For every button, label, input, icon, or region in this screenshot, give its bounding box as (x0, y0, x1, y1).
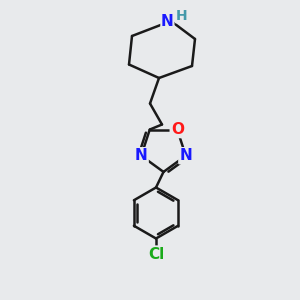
Text: O: O (171, 122, 184, 137)
Text: Cl: Cl (148, 247, 164, 262)
Text: N: N (135, 148, 148, 163)
Text: N: N (161, 14, 174, 28)
Text: N: N (179, 148, 192, 163)
Text: H: H (176, 9, 187, 22)
